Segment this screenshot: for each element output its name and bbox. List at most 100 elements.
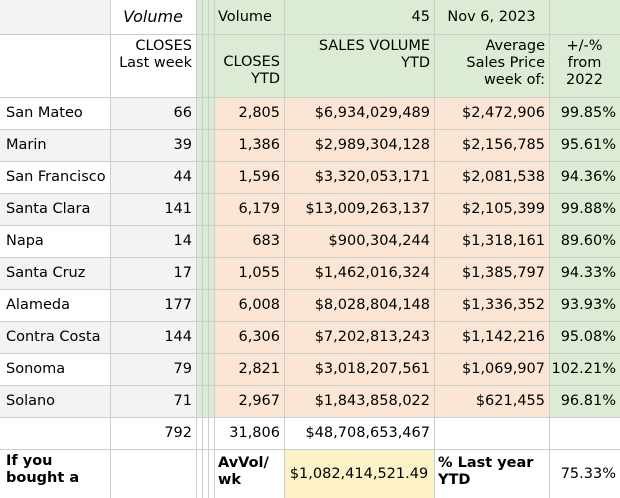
avg-sales-price: $621,455 (434, 385, 549, 417)
gridline (0, 417, 620, 418)
sales-volume-ytd: $7,202,813,243 (284, 321, 434, 353)
gridline (110, 0, 111, 498)
closes-ytd: 2,805 (214, 97, 284, 129)
gridline (0, 129, 620, 130)
blank-cell (549, 0, 620, 34)
closes-ytd: 1,055 (214, 257, 284, 289)
closes-ytd: 2,821 (214, 353, 284, 385)
county-name: Sonoma (0, 353, 110, 385)
county-name: Alameda (0, 289, 110, 321)
closes-ytd: 6,306 (214, 321, 284, 353)
spacer-cell (196, 34, 214, 97)
sales-volume-ytd: $1,843,858,022 (284, 385, 434, 417)
closes-last-week: 44 (110, 161, 196, 193)
closes-ytd: 6,008 (214, 289, 284, 321)
pct-from-2022: 99.88% (549, 193, 620, 225)
pct-from-2022: 94.33% (549, 257, 620, 289)
county-name: Napa (0, 225, 110, 257)
avg-sales-price: $2,472,906 (434, 97, 549, 129)
avg-sales-price: $1,385,797 (434, 257, 549, 289)
total-sales-volume: $48,708,653,467 (305, 425, 430, 441)
sales-volume-ytd: $900,304,244 (284, 225, 434, 257)
closes-last-week: 14 (110, 225, 196, 257)
county-name: Marin (0, 129, 110, 161)
gridline (0, 321, 620, 322)
gridline (208, 0, 209, 498)
header-closes-last-week: CLOSES Last week (119, 38, 192, 71)
pct-from-2022: 94.36% (549, 161, 620, 193)
avvol-value: $1,082,414,521.49 (284, 449, 434, 498)
pct-last-year-value: 75.33% (560, 465, 616, 482)
avg-sales-price: $1,318,161 (434, 225, 549, 257)
header-pct-from-2022: +/-% from 2022 (549, 34, 620, 97)
blank-cell (434, 417, 549, 449)
sales-volume-ytd: $1,462,016,324 (284, 257, 434, 289)
spacer-cell (196, 97, 214, 129)
pct-from-2022: 102.21% (549, 353, 620, 385)
pct-from-2022: 96.81% (549, 385, 620, 417)
sales-volume-ytd: $3,018,207,561 (284, 353, 434, 385)
sales-volume-ytd: $3,320,053,171 (284, 161, 434, 193)
spacer-cell (196, 257, 214, 289)
gridline (434, 0, 435, 498)
spacer-cell (196, 0, 214, 34)
if-you-bought-label: If you bought a (6, 453, 80, 486)
pct-from-2022: 99.85% (549, 97, 620, 129)
closes-last-week: 17 (110, 257, 196, 289)
closes-last-week: 79 (110, 353, 196, 385)
closes-last-week: 177 (110, 289, 196, 321)
spacer-cell (196, 321, 214, 353)
avg-sales-price: $1,142,216 (434, 321, 549, 353)
spacer-cell (196, 353, 214, 385)
avvol-label: AvVol/ wk (218, 455, 269, 488)
county-name: San Mateo (0, 97, 110, 129)
sales-volume-ytd: $2,989,304,128 (284, 129, 434, 161)
sales-volume-ytd: $13,009,263,137 (284, 193, 434, 225)
gridline (196, 0, 197, 498)
closes-ytd: 2,967 (214, 385, 284, 417)
closes-ytd: 1,386 (214, 129, 284, 161)
gridline (0, 289, 620, 290)
gridline (202, 0, 203, 498)
county-name: Contra Costa (0, 321, 110, 353)
county-name: Solano (0, 385, 110, 417)
spacer-cell (196, 385, 214, 417)
closes-last-week: 144 (110, 321, 196, 353)
closes-last-week: 39 (110, 129, 196, 161)
avg-sales-price: $1,336,352 (434, 289, 549, 321)
pct-from-2022: 89.60% (549, 225, 620, 257)
blank-cell (549, 417, 620, 449)
avg-sales-price: $2,081,538 (434, 161, 549, 193)
spacer-cell (196, 417, 214, 449)
county-name: San Francisco (0, 161, 110, 193)
header-sales-volume-ytd: SALES VOLUME YTD (284, 34, 434, 97)
closes-ytd: 1,596 (214, 161, 284, 193)
avg-sales-price: $2,105,399 (434, 193, 549, 225)
gridline (0, 385, 620, 386)
gridline (0, 257, 620, 258)
header-avg-sales-price: Average Sales Price week of: (434, 34, 549, 97)
total-closes-last-week: 792 (164, 425, 192, 441)
volume-italic-label: Volume (123, 7, 183, 26)
avg-sales-price: $2,156,785 (434, 129, 549, 161)
pct-from-2022: 93.93% (549, 289, 620, 321)
county-name: Santa Clara (0, 193, 110, 225)
header-closes-ytd: CLOSES YTD (214, 34, 284, 97)
county-name: Santa Cruz (0, 257, 110, 289)
gridline (284, 0, 285, 498)
pct-from-2022: 95.61% (549, 129, 620, 161)
sales-volume-ytd: $6,934,029,489 (284, 97, 434, 129)
closes-ytd: 683 (214, 225, 284, 257)
gridline (0, 449, 620, 450)
total-closes-ytd: 31,806 (229, 425, 280, 441)
week-number: 45 (284, 0, 434, 34)
spacer-cell (196, 225, 214, 257)
blank-cell (0, 0, 110, 34)
gridline (549, 0, 550, 498)
sales-volume-ytd: $8,028,804,148 (284, 289, 434, 321)
gridline (0, 225, 620, 226)
spacer-cell (196, 161, 214, 193)
spacer-cell (196, 289, 214, 321)
closes-last-week: 66 (110, 97, 196, 129)
